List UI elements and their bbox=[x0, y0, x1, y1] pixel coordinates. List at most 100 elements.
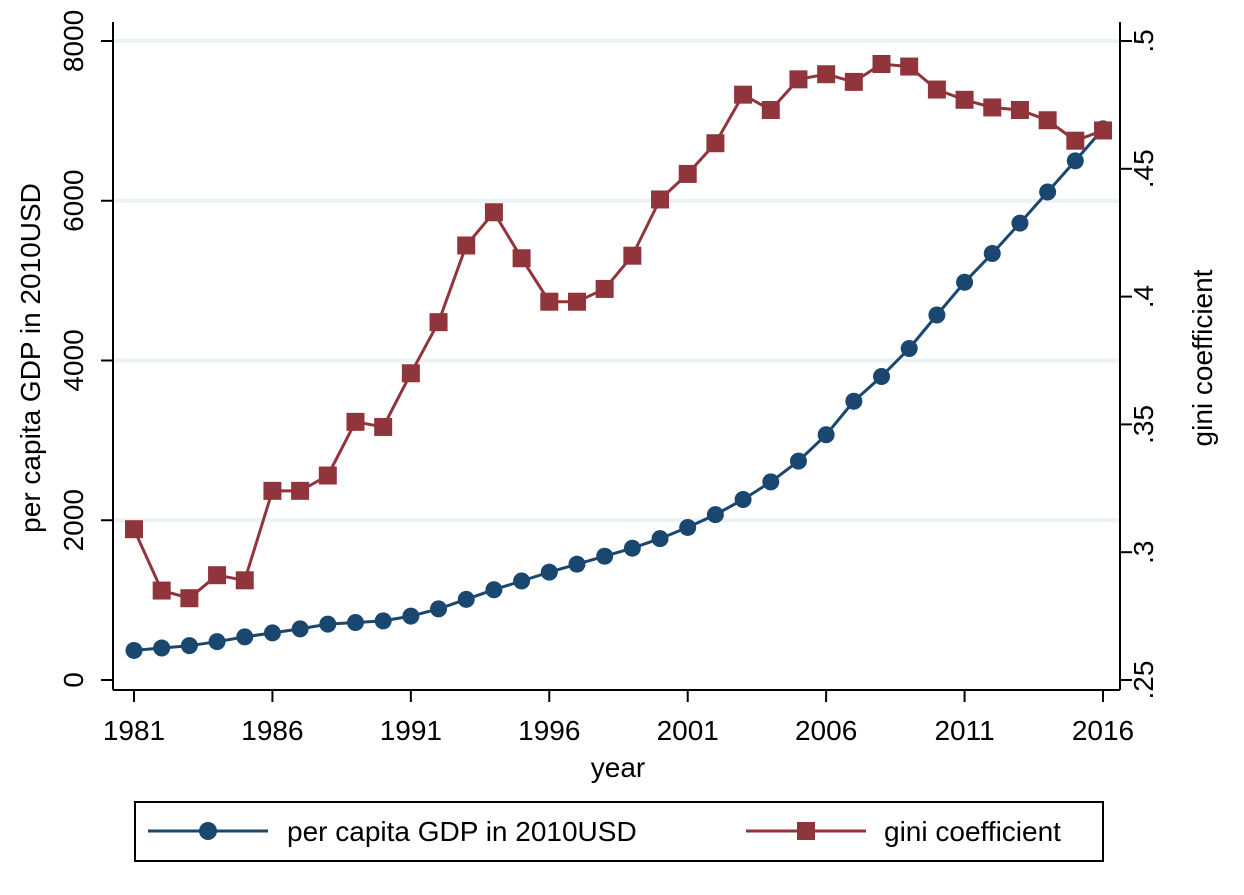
right-tick-label: .25 bbox=[1128, 661, 1159, 700]
gdp-point bbox=[430, 600, 448, 618]
gini-point bbox=[567, 292, 586, 311]
gdp-point bbox=[568, 555, 586, 573]
legend-box bbox=[134, 801, 1104, 862]
gdp-point bbox=[513, 572, 531, 590]
gini-point bbox=[1010, 101, 1029, 120]
gini-point bbox=[512, 249, 531, 268]
gini-point bbox=[152, 581, 171, 600]
gini-point bbox=[457, 236, 476, 255]
gdp-point bbox=[540, 563, 558, 581]
gdp-point bbox=[706, 506, 724, 524]
gdp-point bbox=[1039, 183, 1057, 201]
x-tick-label: 2006 bbox=[795, 715, 857, 746]
gdp-point bbox=[928, 306, 946, 324]
gini-point bbox=[789, 70, 808, 89]
series-line-gini bbox=[132, 62, 1104, 600]
x-tick-label: 1986 bbox=[241, 715, 303, 746]
gdp-point bbox=[956, 273, 974, 291]
gini-point bbox=[346, 412, 365, 431]
legend-gini-label: gini coefficient bbox=[884, 816, 1061, 847]
gdp-point bbox=[263, 624, 281, 642]
x-tick-label: 2016 bbox=[1072, 715, 1134, 746]
gdp-point bbox=[1066, 152, 1084, 170]
gini-point bbox=[318, 466, 337, 485]
gini-point bbox=[872, 55, 891, 74]
gdp-point bbox=[125, 641, 143, 659]
right-tick-label: .5 bbox=[1128, 29, 1159, 52]
right-axis-ticks: .25 .3 .35 .4 .45 .5 bbox=[1120, 29, 1159, 699]
gdp-point bbox=[180, 637, 198, 655]
gini-point bbox=[706, 134, 725, 153]
gini-point bbox=[125, 520, 143, 539]
gdp-point bbox=[236, 628, 254, 646]
gini-point bbox=[927, 80, 946, 99]
gdp-point bbox=[596, 547, 614, 565]
gdp-point bbox=[485, 581, 503, 599]
gdp-point bbox=[457, 590, 475, 608]
gridlines bbox=[113, 39, 1120, 523]
gini-point bbox=[1094, 121, 1112, 140]
gini-point bbox=[180, 589, 199, 608]
x-tick-label: 1996 bbox=[518, 715, 580, 746]
left-tick-label: 2000 bbox=[58, 489, 89, 551]
gdp-point bbox=[291, 620, 309, 638]
gdp-point bbox=[762, 473, 780, 491]
gdp-point bbox=[346, 613, 364, 631]
gdp-point bbox=[1011, 214, 1029, 232]
gdp-point bbox=[153, 639, 171, 657]
x-tick-label: 1991 bbox=[380, 715, 442, 746]
gdp-point bbox=[402, 607, 420, 625]
gini-point bbox=[1066, 131, 1085, 150]
left-tick-label: 6000 bbox=[58, 170, 89, 232]
legend-gdp-marker bbox=[199, 822, 217, 840]
gdp-point bbox=[651, 530, 669, 548]
x-tick-label: 2001 bbox=[657, 715, 719, 746]
right-tick-label: .35 bbox=[1128, 405, 1159, 444]
gdp-point bbox=[983, 244, 1001, 262]
gini-point bbox=[955, 90, 974, 109]
left-tick-label: 4000 bbox=[58, 329, 89, 391]
gini-point bbox=[291, 481, 310, 500]
gini-point bbox=[595, 279, 614, 298]
right-axis-title: gini coefficient bbox=[1187, 269, 1218, 446]
gini-point bbox=[401, 364, 420, 383]
gini-point bbox=[1038, 111, 1057, 130]
gini-point bbox=[374, 417, 393, 436]
gdp-point bbox=[374, 612, 392, 630]
x-axis-ticks: 1981 1986 1991 1996 2001 2006 2011 2016 bbox=[103, 690, 1134, 746]
left-tick-label: 0 bbox=[58, 672, 89, 688]
gini-point bbox=[678, 164, 697, 183]
gdp-point bbox=[208, 633, 226, 651]
gini-point bbox=[651, 190, 670, 209]
series-line-gdp bbox=[133, 127, 1105, 652]
gdp-point bbox=[623, 539, 641, 557]
gini-point bbox=[734, 85, 753, 104]
gdp-point bbox=[319, 615, 337, 633]
gini-point bbox=[235, 571, 254, 590]
gini-point bbox=[484, 203, 503, 222]
left-axis-title: per capita GDP in 2010USD bbox=[15, 183, 46, 533]
gini-point bbox=[429, 313, 448, 332]
gdp-point bbox=[789, 452, 807, 470]
left-tick-label: 8000 bbox=[58, 10, 89, 72]
right-tick-label: .3 bbox=[1128, 541, 1159, 564]
gdp-point bbox=[845, 392, 863, 410]
gdp-point bbox=[873, 367, 891, 385]
gini-point bbox=[540, 292, 559, 311]
left-axis-ticks: 0 2000 4000 6000 8000 bbox=[58, 10, 113, 688]
gdp-point bbox=[817, 426, 835, 444]
gdp-point bbox=[734, 490, 752, 508]
series bbox=[125, 55, 1112, 659]
gini-point bbox=[761, 101, 780, 120]
gini-point bbox=[817, 65, 836, 84]
gini-point bbox=[844, 72, 863, 91]
gdp-point bbox=[900, 340, 918, 358]
legend-gini-marker bbox=[797, 822, 815, 840]
x-axis-title: year bbox=[591, 752, 645, 783]
gini-point bbox=[983, 98, 1002, 117]
gini-point bbox=[208, 566, 227, 585]
right-tick-label: .45 bbox=[1128, 149, 1159, 188]
gini-point bbox=[263, 481, 282, 500]
gini-point bbox=[623, 246, 642, 265]
